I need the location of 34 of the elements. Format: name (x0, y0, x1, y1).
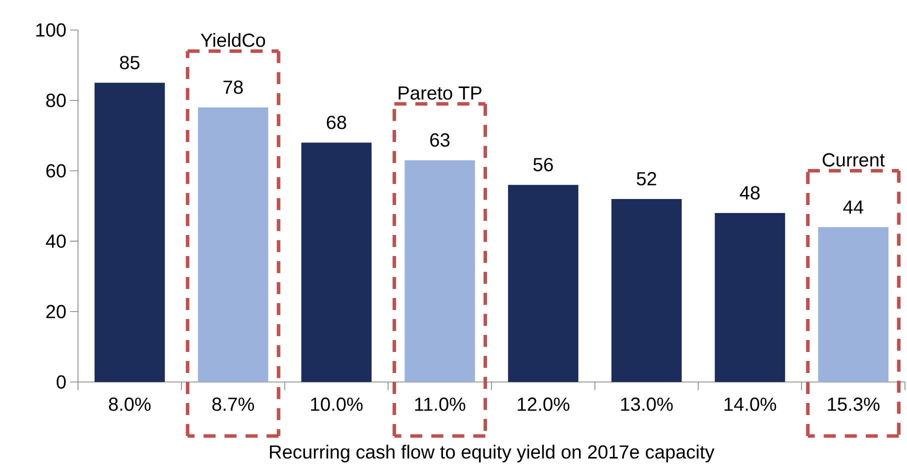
y-tick-label: 20 (46, 304, 66, 318)
data-label: 85 (120, 56, 140, 70)
annotation: Pareto TP (398, 86, 482, 100)
bar (198, 107, 268, 382)
x-tick-label: 8.0% (108, 398, 151, 411)
y-tick-label: 0 (56, 375, 66, 389)
x-tick-label: 8.7% (212, 398, 254, 411)
x-tick-label: 11.0% (415, 398, 466, 411)
annotation: Current (822, 153, 885, 167)
y-tick-label: 60 (46, 164, 66, 178)
x-axis-title: Recurring cash flow to equity yield on 2017e capacity (270, 444, 714, 462)
data-label: 56 (533, 158, 553, 172)
x-tick-label: 13.0% (621, 398, 673, 411)
bar (508, 184, 578, 382)
bar (94, 82, 165, 382)
x-tick-label: 10.0% (311, 398, 363, 411)
y-tick-label: 100 (36, 23, 66, 37)
bar (404, 160, 475, 382)
data-label: 44 (843, 200, 864, 214)
data-label: 68 (326, 116, 346, 130)
data-label: 52 (636, 172, 656, 186)
bar (301, 142, 372, 382)
annotation: YieldCo (200, 33, 266, 47)
data-label: 63 (430, 133, 450, 147)
bar (611, 198, 682, 382)
data-label: 48 (740, 186, 760, 200)
bar (818, 227, 888, 382)
x-tick-label: 15.3% (828, 398, 880, 411)
y-tick-label: 40 (46, 234, 66, 248)
x-tick-label: 14.0% (724, 398, 776, 411)
x-tick-label: 12.0% (518, 398, 570, 411)
y-tick-label: 80 (46, 94, 66, 108)
data-label: 78 (224, 80, 243, 94)
bar (714, 213, 786, 382)
